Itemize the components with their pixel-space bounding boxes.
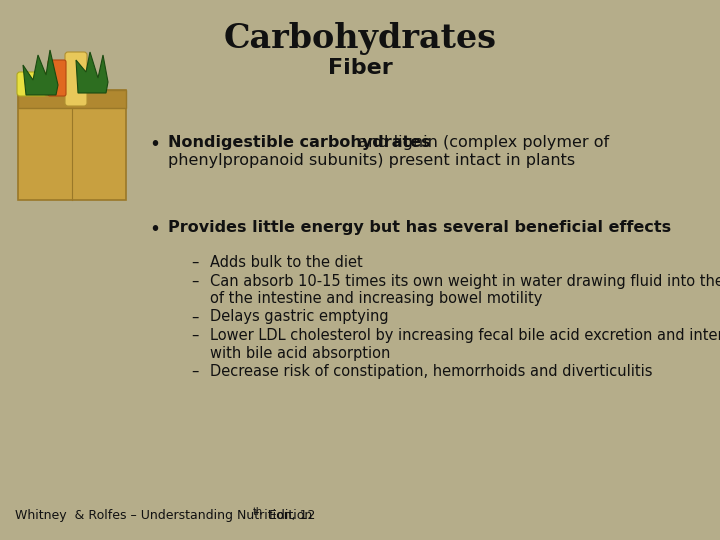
- FancyBboxPatch shape: [17, 72, 47, 96]
- Text: Decrease risk of constipation, hemorrhoids and diverticulitis: Decrease risk of constipation, hemorrhoi…: [210, 364, 652, 379]
- Text: Whitney  & Rolfes – Understanding Nutrition, 12: Whitney & Rolfes – Understanding Nutriti…: [15, 509, 315, 522]
- Text: Edition: Edition: [261, 509, 312, 522]
- Text: •: •: [150, 220, 161, 239]
- Text: phenylpropanoid subunits) present intact in plants: phenylpropanoid subunits) present intact…: [168, 153, 575, 168]
- Text: Lower LDL cholesterol by increasing fecal bile acid excretion and interfering
wi: Lower LDL cholesterol by increasing feca…: [210, 328, 720, 361]
- Text: Carbohydrates: Carbohydrates: [223, 22, 497, 55]
- Text: –: –: [192, 274, 199, 289]
- Text: –: –: [192, 309, 199, 325]
- Text: Adds bulk to the diet: Adds bulk to the diet: [210, 255, 363, 270]
- FancyBboxPatch shape: [18, 90, 126, 200]
- Text: th: th: [252, 507, 263, 517]
- Text: Provides little energy but has several beneficial effects: Provides little energy but has several b…: [168, 220, 671, 235]
- Text: •: •: [150, 135, 161, 154]
- Text: Can absorb 10-15 times its own weight in water drawing fluid into the lumen
of t: Can absorb 10-15 times its own weight in…: [210, 274, 720, 306]
- FancyBboxPatch shape: [18, 90, 126, 108]
- Text: –: –: [192, 328, 199, 343]
- Text: Delays gastric emptying: Delays gastric emptying: [210, 309, 389, 325]
- FancyBboxPatch shape: [48, 60, 66, 96]
- FancyBboxPatch shape: [65, 52, 87, 106]
- Text: –: –: [192, 255, 199, 270]
- Text: –: –: [192, 364, 199, 379]
- Text: Nondigestible carbohydrates: Nondigestible carbohydrates: [168, 135, 431, 150]
- Text: Fiber: Fiber: [328, 58, 392, 78]
- Polygon shape: [23, 50, 58, 95]
- Polygon shape: [76, 52, 108, 93]
- Text: and lignin (complex polymer of: and lignin (complex polymer of: [353, 135, 609, 150]
